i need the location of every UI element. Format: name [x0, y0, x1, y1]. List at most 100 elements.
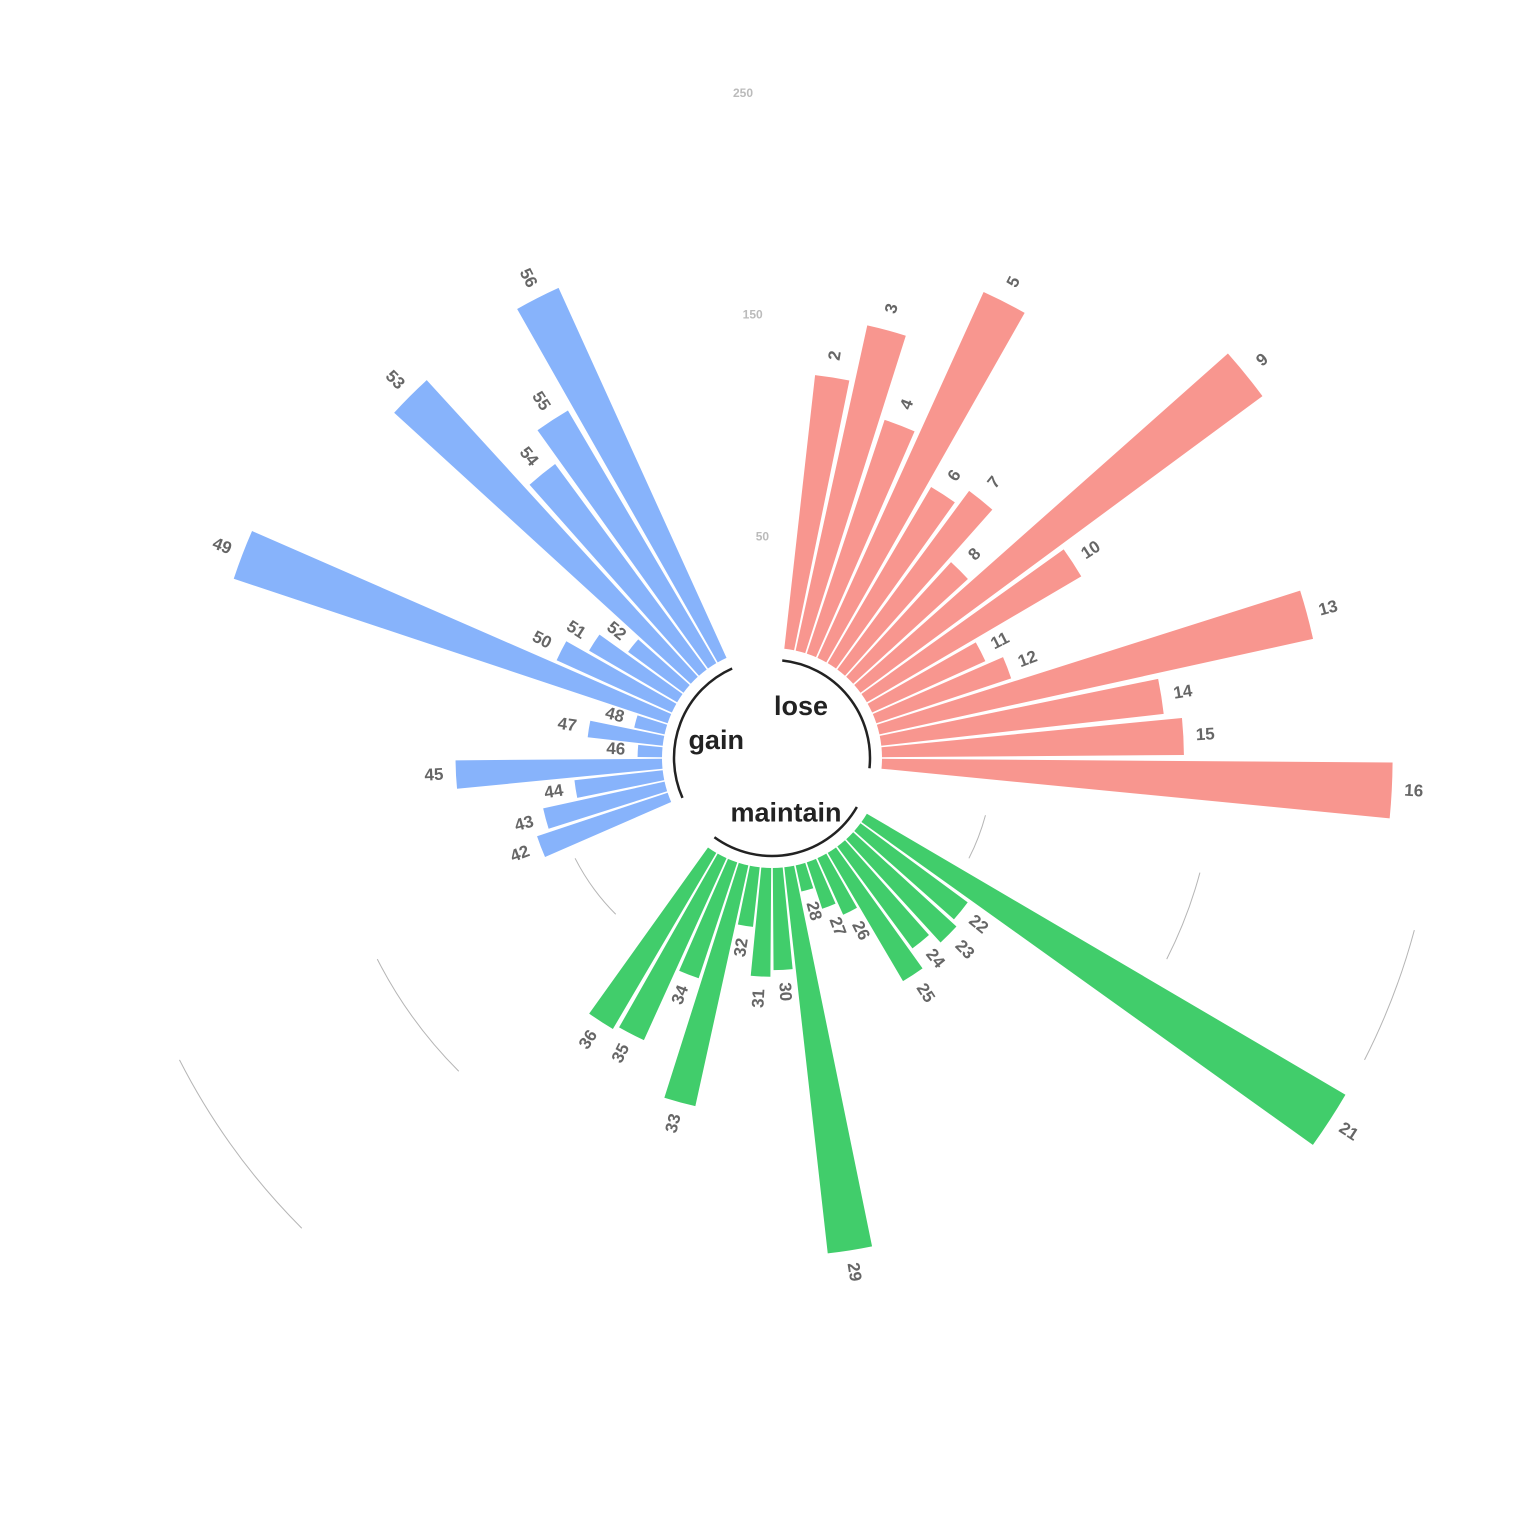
bar-label-49: 49	[210, 534, 234, 559]
bar-54	[529, 464, 707, 676]
bar-label-5: 5	[1003, 273, 1024, 290]
axis-tick-label: 250	[733, 86, 753, 100]
bar-label-4: 4	[896, 396, 917, 412]
bar-21	[861, 813, 1346, 1145]
bar-label-24: 24	[922, 945, 949, 972]
bar-31	[750, 867, 772, 977]
bar-label-44: 44	[543, 781, 565, 803]
bar-label-3: 3	[881, 302, 902, 316]
axis-tick-label: 150	[743, 308, 763, 322]
bar-51	[589, 634, 683, 703]
grid-arc-150	[376, 958, 460, 1072]
bar-26	[817, 853, 857, 915]
bar-label-9: 9	[1253, 349, 1272, 370]
bar-label-21: 21	[1336, 1118, 1362, 1144]
bar-label-16: 16	[1404, 781, 1424, 801]
bar-25	[827, 847, 923, 982]
bar-label-43: 43	[513, 812, 536, 835]
bar-label-27: 27	[825, 914, 850, 938]
bar-36	[589, 847, 717, 1029]
bar-30	[772, 867, 793, 971]
bar-5	[817, 291, 1025, 663]
group-arc-gain	[672, 667, 733, 799]
bar-13	[876, 590, 1314, 735]
bar-layer	[233, 287, 1393, 1254]
bar-50	[556, 641, 677, 713]
grid-arc-250	[179, 1059, 303, 1229]
bar-label-33: 33	[661, 1112, 684, 1135]
group-label-lose: lose	[774, 691, 828, 721]
bar-label-34: 34	[668, 982, 693, 1007]
bar-label-2: 2	[825, 349, 845, 361]
bar-label-29: 29	[844, 1261, 866, 1283]
bar-43	[543, 781, 668, 829]
bar-48	[634, 715, 668, 735]
bar-label-8: 8	[964, 544, 984, 564]
bar-15	[881, 717, 1184, 758]
bar-9	[854, 353, 1263, 693]
bar-label-56: 56	[516, 265, 542, 290]
grid-arc-250	[1364, 929, 1415, 1061]
bar-label-31: 31	[748, 989, 768, 1009]
bar-label-23: 23	[952, 936, 979, 963]
bar-47	[587, 720, 665, 746]
bar-35	[619, 853, 727, 1041]
bar-label-53: 53	[382, 366, 409, 393]
bar-2	[784, 375, 850, 651]
bar-10	[861, 549, 1082, 703]
bar-label-13: 13	[1317, 596, 1340, 619]
bar-12	[872, 657, 1012, 724]
axis-tick-label: 50	[756, 529, 770, 543]
bar-44	[574, 770, 665, 798]
bar-label-45: 45	[424, 765, 444, 785]
bar-14	[879, 678, 1164, 746]
bar-8	[846, 562, 968, 684]
bar-23	[846, 832, 957, 943]
bar-label-36: 36	[575, 1026, 601, 1052]
bar-label-14: 14	[1172, 681, 1194, 703]
bar-label-42: 42	[508, 841, 532, 866]
bar-45	[455, 758, 663, 789]
bar-24	[837, 840, 929, 949]
bar-6	[827, 487, 955, 669]
bar-56	[517, 287, 727, 663]
bar-7	[837, 490, 993, 676]
bar-16	[881, 758, 1393, 819]
group-label-gain: gain	[688, 725, 744, 755]
bar-46	[637, 744, 663, 758]
group-arc-lose	[782, 659, 872, 769]
bar-label-47: 47	[556, 714, 578, 736]
bar-29	[784, 865, 873, 1254]
group-label-maintain: maintain	[730, 797, 841, 827]
bar-52	[628, 639, 690, 693]
bar-32	[737, 865, 760, 927]
bar-11	[867, 642, 986, 713]
bar-42	[537, 792, 672, 858]
group-arc-maintain	[713, 806, 858, 858]
grid-arc-50	[574, 858, 617, 915]
bar-33	[664, 862, 749, 1107]
bar-28	[795, 862, 814, 892]
bar-label-35: 35	[608, 1040, 634, 1065]
bar-label-10: 10	[1078, 537, 1104, 563]
bar-label-12: 12	[1015, 647, 1039, 672]
bar-label-7: 7	[984, 473, 1005, 492]
bar-label-32: 32	[730, 937, 752, 959]
bar-4	[806, 419, 915, 658]
bar-label-46: 46	[606, 739, 626, 759]
bar-label-28: 28	[802, 899, 825, 922]
group-layer: lose maintain gain	[672, 659, 872, 858]
bar-label-11: 11	[988, 628, 1013, 653]
bar-label-50: 50	[529, 627, 554, 653]
bar-label-48: 48	[603, 703, 626, 726]
bar-label-6: 6	[944, 466, 965, 484]
bar-27	[806, 858, 836, 909]
bar-3	[795, 325, 906, 654]
grid-arc-150	[1166, 872, 1201, 960]
bar-label-55: 55	[528, 388, 554, 414]
bar-22	[854, 823, 968, 920]
grid-arc-50	[968, 815, 986, 859]
bar-53	[394, 380, 698, 684]
